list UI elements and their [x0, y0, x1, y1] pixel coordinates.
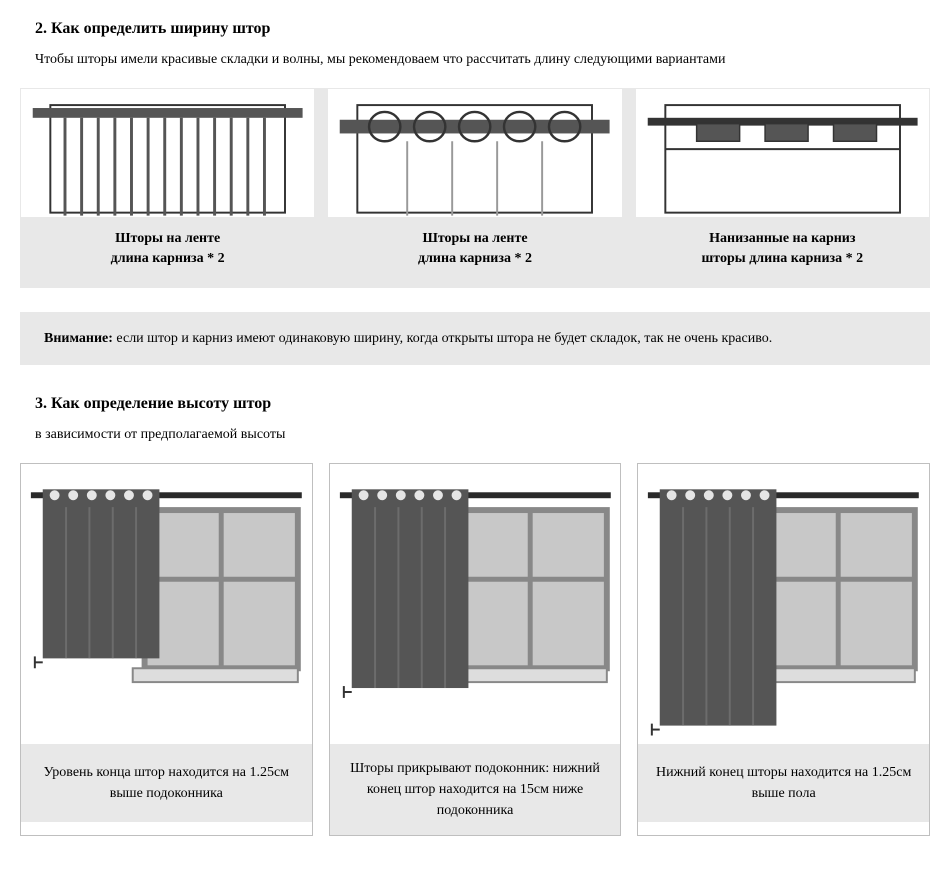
height-illustration-3 [638, 464, 929, 744]
width-caption-2-line1: Шторы на ленте [422, 231, 527, 246]
height-cards-row: Уровень конца штор находится на 1.25см в… [20, 463, 930, 836]
width-card-1: Шторы на ленте длина карниза * 2 [21, 89, 314, 288]
width-illustration-rings [328, 89, 621, 217]
section3-intro: в зависимости от предполагаемой высоты [35, 425, 915, 445]
width-illustration-tabs [636, 89, 929, 217]
width-caption-2-line2: длина карниза * 2 [418, 251, 532, 266]
height-card-2: Шторы прикрывают подоконник: нижний коне… [329, 463, 622, 836]
height-caption-2: Шторы прикрывают подоконник: нижний коне… [330, 744, 621, 835]
width-caption-3: Нанизанные на карниз шторы длина карниза… [636, 229, 929, 270]
section2-title: 2. Как определить ширину штор [35, 20, 915, 38]
height-illustration-2 [330, 464, 621, 744]
height-caption-3: Нижний конец шторы находится на 1.25см в… [638, 744, 929, 822]
notice-text: если штор и карниз имеют одинаковую шири… [113, 331, 772, 346]
section3-title: 3. Как определение высоту штор [35, 395, 915, 413]
width-caption-1: Шторы на ленте длина карниза * 2 [21, 229, 314, 270]
section2-intro: Чтобы шторы имели красивые складки и вол… [35, 50, 915, 70]
height-caption-1: Уровень конца штор находится на 1.25см в… [21, 744, 312, 822]
width-card-2: Шторы на ленте длина карниза * 2 [328, 89, 621, 288]
width-caption-1-line1: Шторы на ленте [115, 231, 220, 246]
width-caption-3-line1: Нанизанные на карниз [709, 231, 855, 246]
width-caption-1-line2: длина карниза * 2 [111, 251, 225, 266]
width-caption-3-line2: шторы длина карниза * 2 [701, 251, 863, 266]
notice-box: Внимание: если штор и карниз имеют одина… [20, 312, 930, 365]
width-cards-row: Шторы на ленте длина карниза * 2 [20, 88, 930, 289]
notice-label: Внимание: [44, 331, 113, 346]
height-card-3: Нижний конец шторы находится на 1.25см в… [637, 463, 930, 836]
height-card-1: Уровень конца штор находится на 1.25см в… [20, 463, 313, 836]
height-illustration-1 [21, 464, 312, 744]
width-caption-2: Шторы на ленте длина карниза * 2 [328, 229, 621, 270]
width-card-3: Нанизанные на карниз шторы длина карниза… [636, 89, 929, 288]
width-illustration-pleats [21, 89, 314, 217]
